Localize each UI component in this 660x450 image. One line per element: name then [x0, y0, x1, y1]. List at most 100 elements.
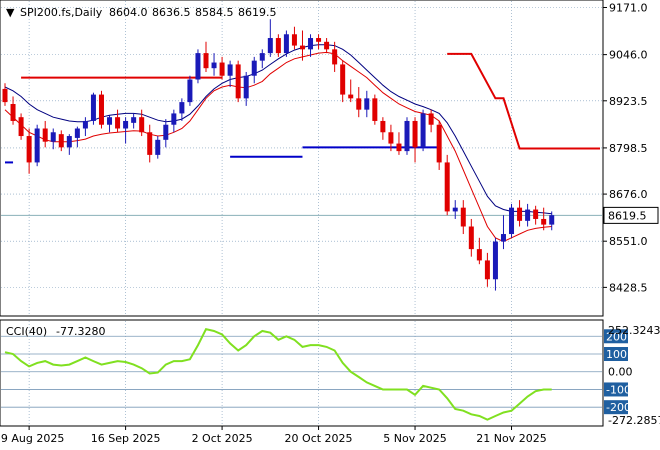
bull-candle: [227, 64, 233, 76]
bear-candle: [372, 98, 378, 121]
bear-candle: [396, 143, 402, 152]
cci-level-badge: [604, 329, 628, 344]
candlesticks: [2, 19, 555, 291]
bull-candle: [420, 113, 426, 148]
chart-header: ▼ SPI200.fs,Daily 8604.0 8636.5 8584.5 8…: [6, 6, 277, 19]
bull-candle: [187, 79, 193, 103]
bull-candle: [179, 102, 185, 114]
indicator-panel-frame: [0, 319, 604, 427]
cci-level-label: 100: [606, 348, 627, 361]
bull-candle: [107, 117, 113, 125]
cci-level-label: 200: [606, 330, 627, 343]
price-tick-label: 9046.0: [609, 49, 648, 62]
bull-candle: [195, 53, 201, 80]
bear-candle: [428, 113, 434, 125]
bull-candle: [404, 120, 410, 152]
cci-line: [4, 328, 552, 421]
bear-candle: [412, 120, 418, 148]
bear-candle: [348, 94, 354, 99]
price-panel-frame: [0, 0, 604, 317]
bear-candle: [10, 104, 16, 121]
bull-candle: [90, 94, 96, 121]
bull-candle: [259, 53, 265, 61]
date-tick-label: 16 Sep 2025: [91, 432, 161, 445]
symbol-label: SPI200.fs,Daily: [20, 6, 103, 19]
bear-candle: [203, 53, 209, 69]
bear-candle: [42, 128, 48, 142]
bull-candle: [74, 128, 80, 138]
price-tick-label: 8428.5: [609, 281, 648, 294]
current-price-badge: [603, 206, 659, 224]
bear-candle: [356, 98, 362, 110]
bear-candle: [484, 260, 490, 280]
cci-bottom-label: -272.2857: [608, 414, 660, 427]
bear-candle: [26, 136, 32, 163]
bear-candle: [219, 62, 225, 76]
ohlc-high: 8636.5: [152, 6, 191, 19]
fast-ma-line: [4, 51, 552, 243]
current-price-label: 8619.5: [608, 209, 647, 222]
bear-candle: [517, 207, 523, 221]
bull-candle: [509, 207, 515, 235]
bull-candle: [549, 215, 555, 225]
ohlc-open: 8604.0: [109, 6, 148, 19]
stepped-resistance-line: [447, 52, 600, 150]
date-tick-label: 29 Aug 2025: [0, 432, 64, 445]
bear-candle: [235, 64, 241, 99]
price-tick-label: 8923.5: [609, 95, 648, 108]
bull-candle: [50, 132, 56, 142]
ohlc-low: 8584.5: [195, 6, 234, 19]
date-tick-label: 2 Oct 2025: [192, 432, 253, 445]
date-tick-label: 5 Nov 2025: [383, 432, 446, 445]
bear-candle: [476, 249, 482, 261]
bear-candle: [2, 88, 8, 103]
bull-candle: [243, 75, 249, 99]
bull-candle: [308, 38, 314, 50]
bear-candle: [324, 41, 330, 50]
cci-name: CCI(40): [6, 325, 47, 338]
slow-ma-line: [4, 44, 552, 215]
bull-candle: [123, 120, 129, 129]
bear-candle: [98, 94, 104, 125]
cci-level-badge: [604, 382, 628, 397]
bear-candle: [291, 34, 297, 46]
cci-level-label: 0.00: [608, 366, 633, 379]
bull-candle: [131, 117, 137, 123]
date-tick-label: 21 Nov 2025: [476, 432, 546, 445]
bear-candle: [533, 209, 539, 219]
ohlc-close: 8619.5: [238, 6, 277, 19]
bear-candle: [115, 117, 121, 129]
bear-candle: [147, 132, 153, 155]
bull-candle: [500, 234, 506, 242]
bear-candle: [468, 226, 474, 250]
bear-candle: [444, 162, 450, 212]
bull-candle: [155, 139, 161, 155]
cci-level-badge: [604, 347, 628, 362]
date-tick-label: 20 Oct 2025: [285, 432, 353, 445]
bull-candle: [492, 241, 498, 280]
cci-value: -77.3280: [56, 325, 105, 338]
bull-candle: [34, 128, 40, 163]
bear-candle: [436, 124, 442, 163]
bear-candle: [275, 38, 281, 54]
bull-candle: [66, 136, 72, 148]
bull-candle: [163, 124, 169, 140]
price-tick-label: 8798.5: [609, 142, 648, 155]
bear-candle: [388, 132, 394, 144]
cci-level-label: -100: [606, 383, 631, 396]
bull-candle: [267, 38, 273, 54]
bear-candle: [299, 45, 305, 50]
cci-indicator: 200 100 0.00 -100 -200: [1, 328, 633, 421]
bear-candle: [460, 207, 466, 227]
bear-candle: [316, 38, 322, 42]
bear-candle: [541, 218, 547, 225]
cci-level-badge: [604, 400, 628, 415]
bull-candle: [171, 113, 177, 125]
bull-candle: [452, 207, 458, 212]
price-axis: 9171.0 9046.0 8923.5 8798.5 8676.0 8551.0 8428…: [603, 2, 659, 294]
bull-candle: [211, 62, 217, 69]
bull-candle: [364, 98, 370, 110]
cci-top-label: 252.3243: [608, 324, 660, 337]
